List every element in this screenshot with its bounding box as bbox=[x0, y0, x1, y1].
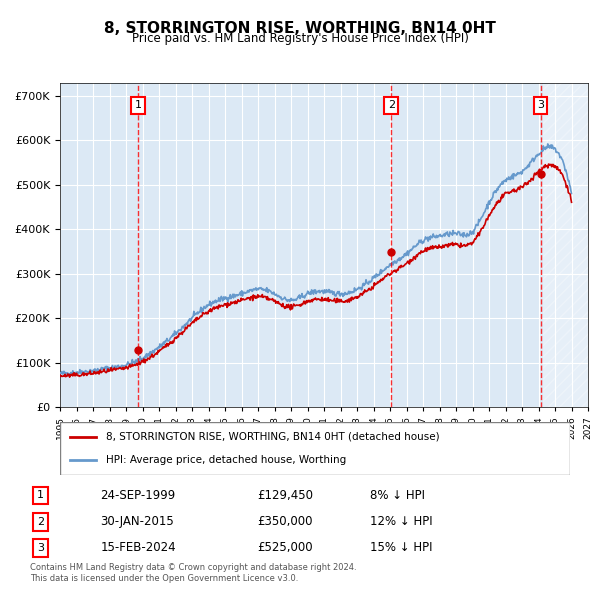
Text: Price paid vs. HM Land Registry's House Price Index (HPI): Price paid vs. HM Land Registry's House … bbox=[131, 32, 469, 45]
Text: 8% ↓ HPI: 8% ↓ HPI bbox=[370, 489, 425, 502]
Text: 3: 3 bbox=[537, 100, 544, 110]
Text: Contains HM Land Registry data © Crown copyright and database right 2024.
This d: Contains HM Land Registry data © Crown c… bbox=[30, 563, 356, 583]
Text: 2: 2 bbox=[388, 100, 395, 110]
Text: 30-JAN-2015: 30-JAN-2015 bbox=[100, 515, 174, 528]
Text: HPI: Average price, detached house, Worthing: HPI: Average price, detached house, Wort… bbox=[106, 455, 346, 465]
Text: 15% ↓ HPI: 15% ↓ HPI bbox=[370, 542, 433, 555]
Bar bbox=[544, 83, 588, 407]
Text: 15-FEB-2024: 15-FEB-2024 bbox=[100, 542, 176, 555]
Text: 12% ↓ HPI: 12% ↓ HPI bbox=[370, 515, 433, 528]
Text: 8, STORRINGTON RISE, WORTHING, BN14 0HT: 8, STORRINGTON RISE, WORTHING, BN14 0HT bbox=[104, 21, 496, 35]
Text: 1: 1 bbox=[134, 100, 142, 110]
Text: 1: 1 bbox=[37, 490, 44, 500]
Text: 2: 2 bbox=[37, 517, 44, 527]
Text: 8, STORRINGTON RISE, WORTHING, BN14 0HT (detached house): 8, STORRINGTON RISE, WORTHING, BN14 0HT … bbox=[106, 432, 440, 442]
Text: £129,450: £129,450 bbox=[257, 489, 313, 502]
Text: £350,000: £350,000 bbox=[257, 515, 312, 528]
Text: £525,000: £525,000 bbox=[257, 542, 313, 555]
FancyBboxPatch shape bbox=[60, 422, 570, 475]
Text: 24-SEP-1999: 24-SEP-1999 bbox=[100, 489, 175, 502]
Text: 3: 3 bbox=[37, 543, 44, 553]
